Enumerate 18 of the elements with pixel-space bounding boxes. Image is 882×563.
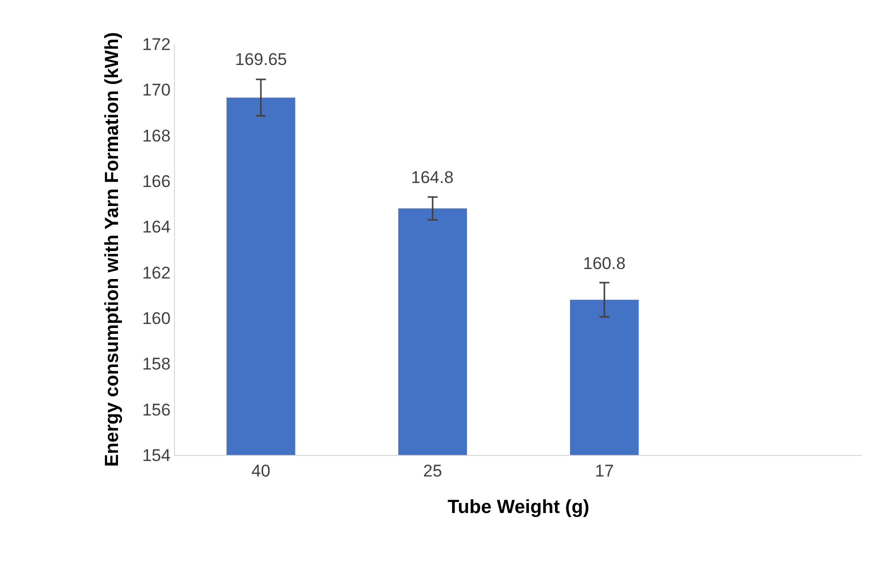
y-tick-label: 158 [142, 354, 171, 374]
y-tick-label: 156 [142, 400, 171, 420]
y-tick-label: 172 [142, 34, 171, 54]
y-tick-label: 164 [142, 218, 171, 237]
data-label: 160.8 [583, 254, 626, 273]
y-tick-label: 170 [142, 80, 171, 100]
y-axis-title: Energy consumption with Yarn Formation (kWh) [102, 32, 124, 467]
x-tick-label: 40 [251, 461, 270, 480]
y-tick-label: 154 [142, 446, 171, 465]
data-label: 164.8 [411, 168, 454, 187]
y-tick-label: 168 [142, 126, 171, 146]
y-tick-label: 162 [142, 263, 171, 282]
data-label: 169.65 [235, 50, 287, 69]
x-tick-label: 25 [423, 461, 442, 480]
y-tick-label: 160 [142, 308, 171, 328]
x-tick-label: 17 [594, 461, 614, 480]
x-axis-title: Tube Weight (g) [448, 497, 590, 518]
y-tick-label: 166 [142, 172, 171, 191]
